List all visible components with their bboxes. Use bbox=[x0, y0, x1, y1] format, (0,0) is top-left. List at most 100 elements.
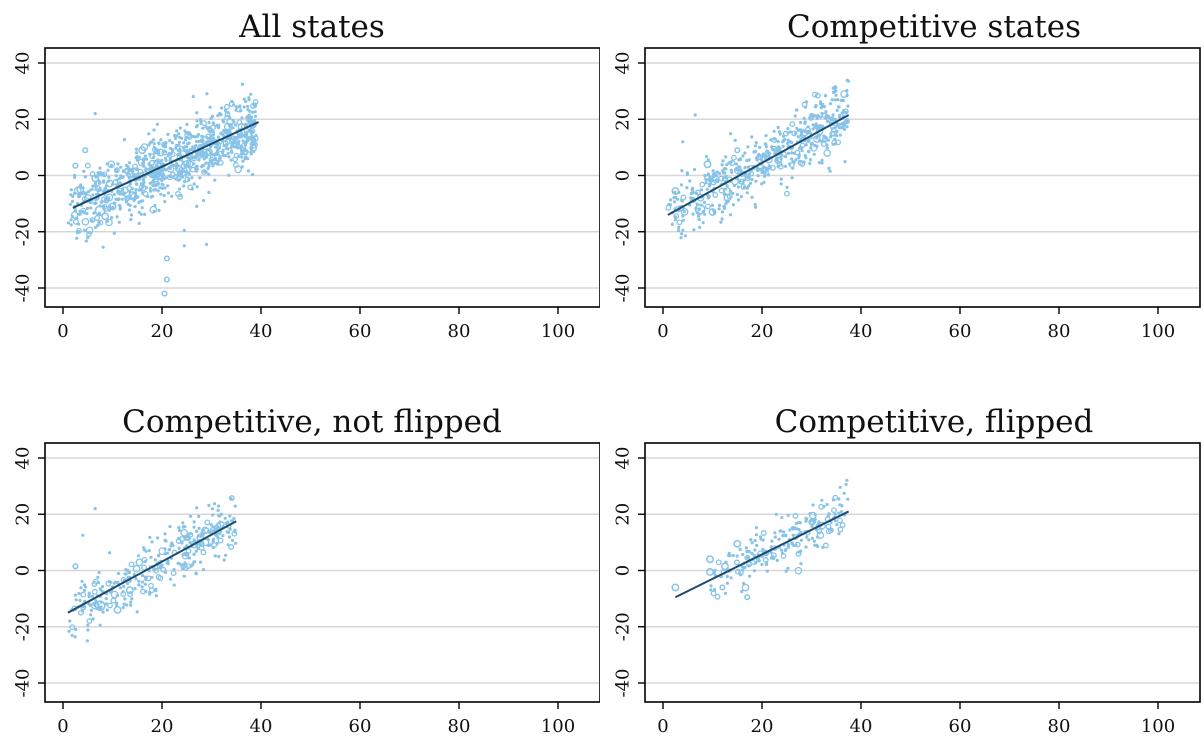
data-point bbox=[242, 105, 246, 109]
data-point bbox=[232, 137, 236, 141]
data-point bbox=[224, 553, 228, 557]
data-point bbox=[216, 535, 220, 540]
data-point bbox=[230, 99, 234, 104]
data-point bbox=[211, 136, 216, 140]
data-point bbox=[183, 129, 187, 133]
data-point bbox=[134, 577, 138, 581]
data-point bbox=[163, 532, 167, 536]
data-point bbox=[127, 208, 132, 212]
data-point bbox=[200, 154, 204, 158]
data-point bbox=[141, 159, 145, 163]
data-point bbox=[776, 125, 780, 130]
data-point bbox=[85, 212, 89, 216]
data-point bbox=[149, 205, 158, 214]
panel-competitive-not-flipped: Competitive, not flipped -40 -20 0 20 40 0 20 4… bbox=[0, 374, 600, 746]
data-point bbox=[106, 168, 110, 172]
data-point bbox=[744, 175, 751, 182]
data-point bbox=[125, 603, 129, 607]
data-point bbox=[725, 581, 729, 585]
data-point bbox=[210, 134, 214, 138]
data-point bbox=[709, 584, 713, 588]
data-point bbox=[74, 598, 78, 602]
data-point bbox=[105, 218, 113, 227]
data-point bbox=[821, 112, 828, 119]
data-point bbox=[718, 187, 725, 194]
data-point bbox=[232, 120, 236, 124]
data-point bbox=[211, 542, 218, 549]
data-point bbox=[101, 212, 110, 221]
data-point bbox=[129, 600, 133, 604]
data-point bbox=[741, 583, 750, 592]
data-point bbox=[754, 526, 759, 530]
data-point bbox=[195, 185, 199, 189]
data-point bbox=[793, 526, 797, 530]
data-point bbox=[679, 198, 684, 202]
x-tick-label: 60 bbox=[349, 716, 372, 737]
data-point bbox=[133, 586, 137, 591]
data-point bbox=[99, 171, 103, 175]
data-point bbox=[124, 572, 128, 576]
data-point bbox=[100, 585, 105, 589]
data-point bbox=[756, 174, 760, 178]
data-point bbox=[78, 193, 82, 198]
data-point bbox=[679, 183, 684, 187]
data-point bbox=[229, 158, 233, 162]
data-point bbox=[762, 180, 766, 184]
data-point bbox=[760, 530, 767, 536]
data-point bbox=[845, 125, 849, 129]
data-point bbox=[777, 130, 781, 134]
data-point bbox=[243, 143, 247, 147]
data-point bbox=[121, 187, 125, 191]
data-point bbox=[706, 555, 714, 564]
data-point bbox=[133, 175, 137, 179]
data-point bbox=[177, 178, 181, 182]
data-point bbox=[200, 549, 207, 556]
data-point bbox=[244, 99, 248, 104]
data-point bbox=[779, 529, 783, 533]
data-point bbox=[97, 211, 101, 215]
data-point bbox=[67, 629, 71, 633]
data-point bbox=[226, 520, 230, 524]
data-point bbox=[782, 530, 786, 534]
data-point bbox=[143, 212, 147, 216]
data-point bbox=[831, 507, 837, 514]
data-point bbox=[797, 527, 801, 532]
data-point bbox=[143, 154, 148, 158]
x-tick-label: 0 bbox=[57, 716, 68, 737]
data-point bbox=[838, 133, 842, 137]
y-tick-label: -40 bbox=[613, 274, 634, 303]
data-point bbox=[182, 574, 186, 578]
data-point bbox=[698, 225, 702, 229]
data-point bbox=[94, 215, 101, 221]
data-point bbox=[828, 116, 833, 120]
data-point bbox=[712, 192, 719, 198]
data-point bbox=[154, 180, 160, 187]
data-point bbox=[218, 514, 222, 518]
data-point bbox=[207, 530, 211, 534]
data-point bbox=[89, 188, 93, 192]
data-point bbox=[81, 210, 85, 214]
data-point bbox=[118, 176, 122, 181]
x-tick-label: 80 bbox=[1048, 321, 1071, 342]
data-point bbox=[680, 208, 689, 216]
data-point bbox=[218, 520, 222, 524]
data-point bbox=[104, 602, 109, 606]
data-point bbox=[101, 189, 105, 193]
data-point bbox=[750, 178, 754, 182]
data-point bbox=[247, 129, 251, 133]
data-point bbox=[713, 568, 717, 572]
data-point bbox=[157, 553, 161, 557]
data-point bbox=[227, 535, 232, 539]
data-point bbox=[125, 586, 134, 595]
data-point bbox=[120, 197, 124, 201]
data-point bbox=[694, 191, 699, 195]
data-point bbox=[224, 111, 231, 118]
chart-title: All states bbox=[238, 9, 385, 45]
data-point bbox=[834, 93, 838, 97]
data-point bbox=[142, 548, 146, 552]
data-point bbox=[128, 161, 132, 165]
data-point bbox=[198, 560, 203, 564]
data-point bbox=[134, 188, 138, 192]
data-point bbox=[166, 153, 170, 158]
